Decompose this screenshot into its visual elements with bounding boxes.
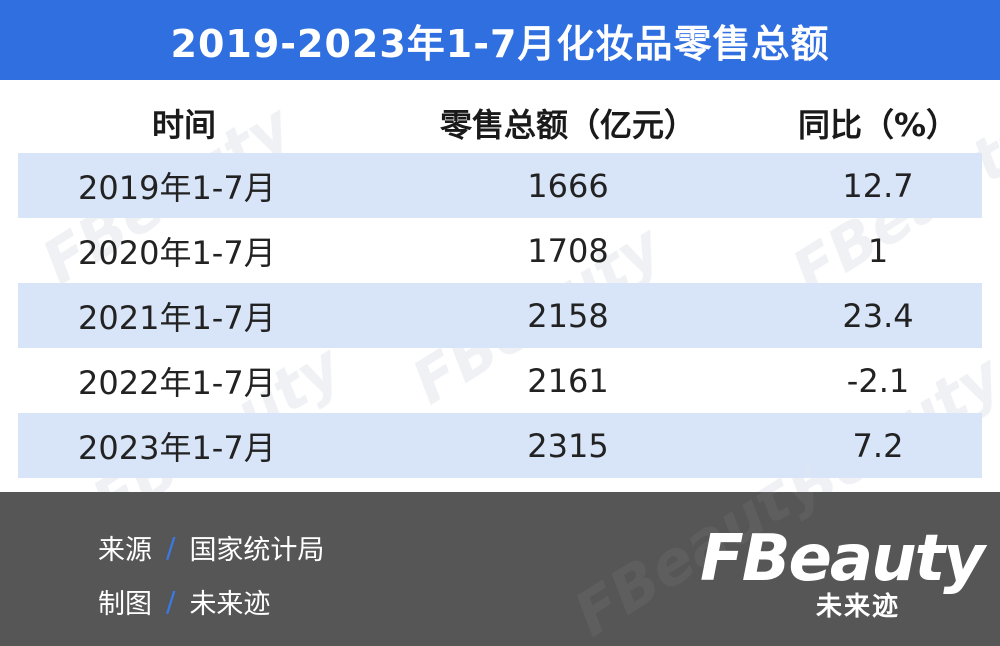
logo-subtitle: 未来迹 — [816, 592, 901, 622]
chart-title: 2019-2023年1-7月化妆品零售总额 — [170, 21, 830, 66]
period-cell: 2020年1-7月 — [78, 233, 276, 272]
brand-logo: FBeauty 未来迹 — [700, 522, 985, 632]
footer: FBeauty 来源 / 国家统计局 制图 / 未来迹 FBeauty 未来迹 — [0, 444, 1000, 646]
separator-slash: / — [166, 585, 176, 618]
sales-cell: 1666 — [527, 166, 609, 205]
column-header: 同比（%） — [797, 106, 959, 144]
table-row: 2022年1-7月 2161 -2.1 — [18, 348, 982, 413]
table-row: 2023年1-7月 2315 7.2 — [18, 413, 982, 478]
source-line: 来源 / 国家统计局 — [98, 528, 324, 567]
sales-cell: 2158 — [527, 296, 609, 335]
yoy-cell: 1 — [867, 231, 889, 270]
yoy-cell: 23.4 — [842, 296, 914, 335]
period-cell: 2019年1-7月 — [78, 168, 276, 207]
maker-value: 未来迹 — [189, 589, 271, 620]
table-row: 2019年1-7月 1666 12.7 — [18, 153, 982, 218]
sales-cell: 2315 — [527, 426, 609, 465]
source-value: 国家统计局 — [189, 535, 325, 566]
separator-slash: / — [166, 531, 176, 564]
logo-wordmark: FBeauty — [700, 522, 985, 596]
sales-cell: 1708 — [527, 231, 609, 270]
period-cell: 2021年1-7月 — [78, 298, 276, 337]
period-cell: 2023年1-7月 — [78, 428, 276, 467]
table-header-row: 时间 零售总额（亿元） 同比（%） — [18, 88, 982, 158]
yoy-cell: 12.7 — [842, 166, 914, 205]
table-row: 2020年1-7月 1708 1 — [18, 218, 982, 283]
yoy-cell: 7.2 — [852, 426, 904, 465]
source-label: 来源 — [98, 535, 152, 566]
maker-label: 制图 — [98, 589, 152, 620]
column-header: 零售总额（亿元） — [439, 106, 696, 144]
yoy-cell: -2.1 — [846, 361, 910, 400]
period-cell: 2022年1-7月 — [78, 363, 276, 402]
data-table: FBeauty FBeauty FBeauty FBeauty FBeauty … — [18, 80, 1000, 548]
sales-cell: 2161 — [527, 361, 609, 400]
column-header: 时间 — [152, 106, 217, 144]
maker-line: 制图 / 未来迹 — [98, 582, 270, 621]
table-row: 2021年1-7月 2158 23.4 — [18, 283, 982, 348]
title-bar: 2019-2023年1-7月化妆品零售总额 — [0, 0, 1000, 80]
